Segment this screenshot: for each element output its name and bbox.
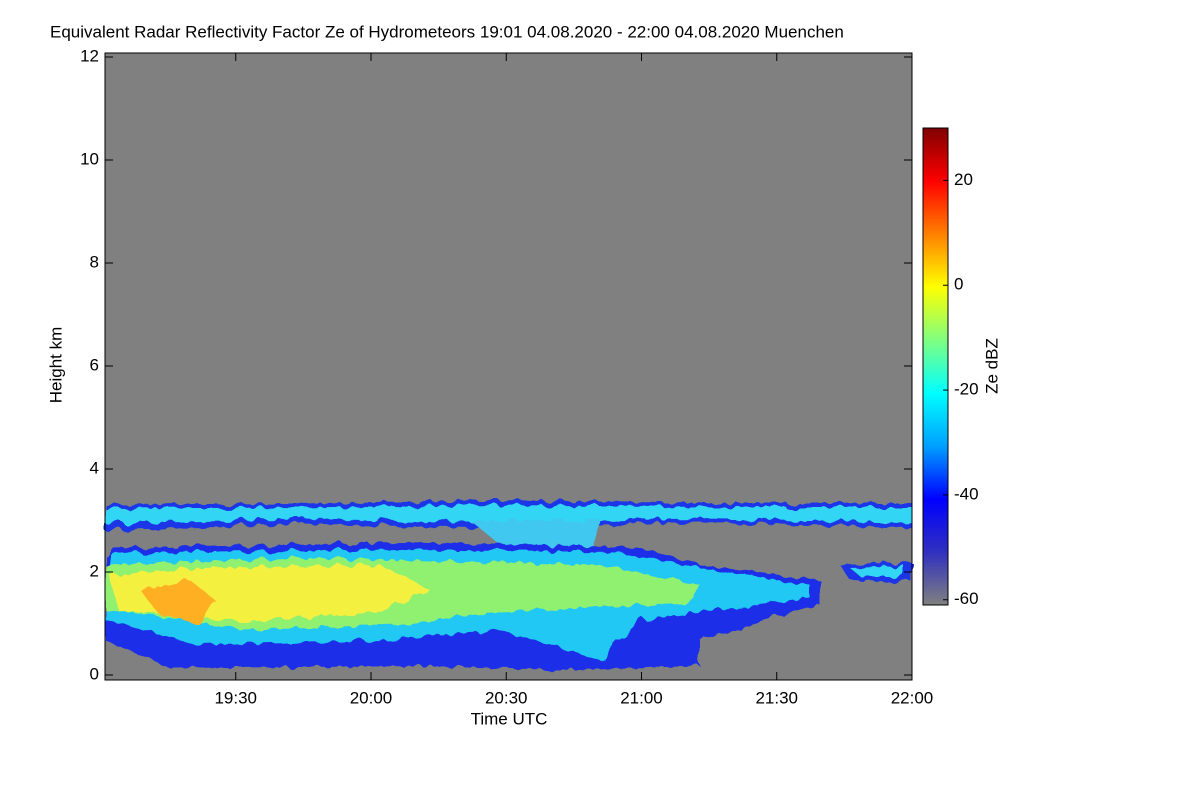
y-axis-label: Height km: [46, 327, 65, 404]
colorbar-tick-label: -20: [954, 380, 979, 399]
colorbar-tick-label: -60: [954, 589, 979, 608]
echo-right-core: [850, 566, 905, 576]
radar-echoes: [105, 500, 912, 670]
x-tick-label: 19:30: [214, 688, 257, 707]
y-tick-label: 2: [90, 561, 99, 580]
y-tick-label: 0: [90, 664, 99, 683]
echo-core-orange: [140, 580, 215, 625]
x-tick-label: 20:30: [485, 688, 528, 707]
colorbar-tick-label: 0: [954, 275, 963, 294]
y-tick-label: 10: [80, 149, 99, 168]
x-tick-label: 22:00: [891, 688, 934, 707]
echo-layer-upper: [105, 505, 912, 524]
y-tick-label: 4: [90, 458, 99, 477]
colorbar-label: Ze dBZ: [982, 338, 1001, 394]
x-axis-label: Time UTC: [471, 709, 548, 728]
x-tick-label: 20:00: [350, 688, 393, 707]
y-tick-label: 12: [80, 46, 99, 65]
colorbar-tick-label: 20: [954, 170, 973, 189]
y-tick-label: 6: [90, 355, 99, 374]
x-tick-label: 21:30: [755, 688, 798, 707]
echo-fallstreaks: [470, 520, 600, 560]
colorbar-tick-label: -40: [954, 484, 979, 503]
y-tick-label: 8: [90, 252, 99, 271]
x-tick-label: 21:00: [620, 688, 663, 707]
chart-title: Equivalent Radar Reflectivity Factor Ze …: [50, 22, 844, 41]
colorbar: [922, 127, 949, 606]
